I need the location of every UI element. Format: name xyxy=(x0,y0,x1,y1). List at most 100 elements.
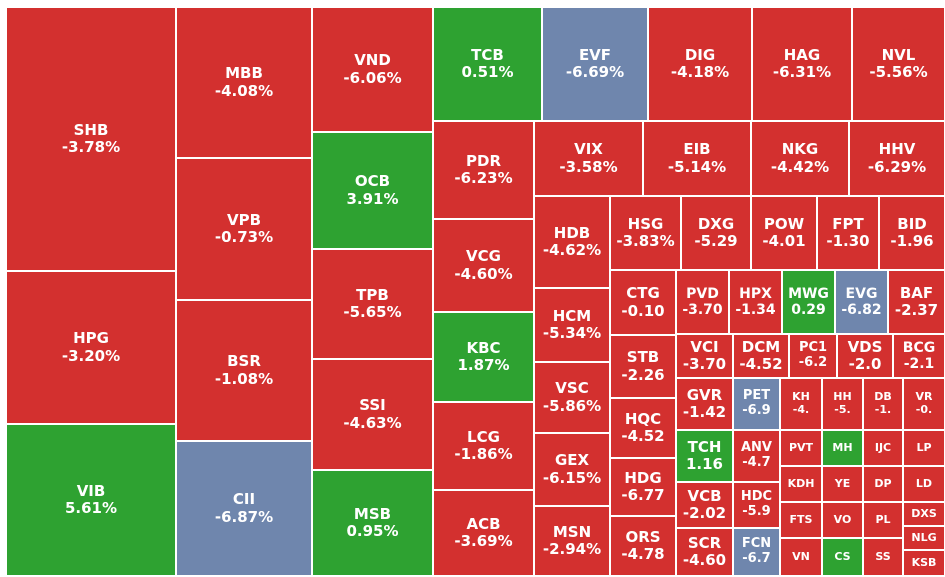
tile-msn[interactable]: MSN -2.94% xyxy=(534,506,610,576)
tile-mh[interactable]: MH xyxy=(822,430,863,466)
tile-gvr[interactable]: GVR -1.42 xyxy=(676,378,733,430)
tile-vix[interactable]: VIX -3.58% xyxy=(534,121,643,196)
tile-change: -4.52 xyxy=(621,427,665,445)
tile-vsc[interactable]: VSC -5.86% xyxy=(534,362,610,433)
tile-ticker: MBB xyxy=(225,64,263,83)
tile-kh[interactable]: KH -4. xyxy=(780,378,822,430)
tile-tcb[interactable]: TCB 0.51% xyxy=(433,7,542,121)
tile-change: -6.7 xyxy=(742,551,771,566)
tile-dp[interactable]: DP xyxy=(863,466,903,502)
tile-ss[interactable]: SS xyxy=(863,538,903,576)
tile-hdg[interactable]: HDG -6.77 xyxy=(610,458,676,516)
tile-bid[interactable]: BID -1.96 xyxy=(879,196,945,270)
tile-ocb[interactable]: OCB 3.91% xyxy=(312,132,433,249)
tile-ticker: VSC xyxy=(555,379,589,398)
tile-fts[interactable]: FTS xyxy=(780,502,822,538)
tile-pow[interactable]: POW -4.01 xyxy=(751,196,817,270)
tile-cii[interactable]: CII -6.87% xyxy=(176,441,312,576)
tile-ksb[interactable]: KSB xyxy=(903,550,945,576)
tile-hdc[interactable]: HDC -5.9 xyxy=(733,482,780,528)
tile-db[interactable]: DB -1. xyxy=(863,378,903,430)
tile-vn[interactable]: VN xyxy=(780,538,822,576)
tile-pvt[interactable]: PVT xyxy=(780,430,822,466)
tile-vds[interactable]: VDS -2.0 xyxy=(837,334,893,378)
tile-ld[interactable]: LD xyxy=(903,466,945,502)
tile-kbc[interactable]: KBC 1.87% xyxy=(433,312,534,402)
tile-hag[interactable]: HAG -6.31% xyxy=(752,7,852,121)
tile-change: -4. xyxy=(792,403,810,416)
tile-lcg[interactable]: LCG -1.86% xyxy=(433,402,534,490)
tile-cs[interactable]: CS xyxy=(822,538,863,576)
tile-dig[interactable]: DIG -4.18% xyxy=(648,7,752,121)
tile-pl[interactable]: PL xyxy=(863,502,903,538)
tile-evg[interactable]: EVG -6.82 xyxy=(835,270,888,334)
tile-ors[interactable]: ORS -4.78 xyxy=(610,516,676,576)
tile-msb[interactable]: MSB 0.95% xyxy=(312,470,433,576)
tile-dcm[interactable]: DCM -4.52 xyxy=(733,334,789,378)
tile-change: -0.10 xyxy=(621,301,665,320)
tile-anv[interactable]: ANV -4.7 xyxy=(733,430,780,482)
tile-pdr[interactable]: PDR -6.23% xyxy=(433,121,534,219)
tile-vcg[interactable]: VCG -4.60% xyxy=(433,219,534,312)
tile-hpg[interactable]: HPG -3.20% xyxy=(6,271,176,424)
tile-ticker: VIB xyxy=(76,481,106,500)
tile-vpb[interactable]: VPB -0.73% xyxy=(176,158,312,300)
tile-ticker: BCG xyxy=(902,339,936,356)
tile-vcb[interactable]: VCB -2.02 xyxy=(676,482,733,528)
tile-hqc[interactable]: HQC -4.52 xyxy=(610,398,676,458)
tile-ticker: DXG xyxy=(697,214,735,233)
tile-hpx[interactable]: HPX -1.34 xyxy=(729,270,782,334)
tile-hh[interactable]: HH -5. xyxy=(822,378,863,430)
tile-vnd[interactable]: VND -6.06% xyxy=(312,7,433,132)
tile-ijc[interactable]: IJC xyxy=(863,430,903,466)
tile-vci[interactable]: VCI -3.70 xyxy=(676,334,733,378)
tile-dxg[interactable]: DXG -5.29 xyxy=(681,196,751,270)
tile-hcm[interactable]: HCM -5.34% xyxy=(534,288,610,362)
tile-tpb[interactable]: TPB -5.65% xyxy=(312,249,433,359)
tile-change: 3.91% xyxy=(346,189,399,208)
tile-vib[interactable]: VIB 5.61% xyxy=(6,424,176,576)
tile-bcg[interactable]: BCG -2.1 xyxy=(893,334,945,378)
tile-bsr[interactable]: BSR -1.08% xyxy=(176,300,312,441)
tile-nlg[interactable]: NLG xyxy=(903,526,945,550)
tile-hhv[interactable]: HHV -6.29% xyxy=(849,121,945,196)
tile-fpt[interactable]: FPT -1.30 xyxy=(817,196,879,270)
tile-acb[interactable]: ACB -3.69% xyxy=(433,490,534,576)
tile-fcn[interactable]: FCN -6.7 xyxy=(733,528,780,576)
tile-nkg[interactable]: NKG -4.42% xyxy=(751,121,849,196)
tile-evf[interactable]: EVF -6.69% xyxy=(542,7,648,121)
tile-stb[interactable]: STB -2.26 xyxy=(610,335,676,398)
tile-ticker: NLG xyxy=(911,530,937,544)
tile-ye[interactable]: YE xyxy=(822,466,863,502)
tile-pet[interactable]: PET -6.9 xyxy=(733,378,780,430)
tile-ctg[interactable]: CTG -0.10 xyxy=(610,270,676,335)
tile-vo[interactable]: VO xyxy=(822,502,863,538)
tile-mbb[interactable]: MBB -4.08% xyxy=(176,7,312,158)
tile-gex[interactable]: GEX -6.15% xyxy=(534,433,610,506)
tile-pc1[interactable]: PC1 -6.2 xyxy=(789,334,837,378)
tile-change: -1. xyxy=(874,403,892,416)
tile-vr[interactable]: VR -0. xyxy=(903,378,945,430)
tile-ticker: FCN xyxy=(741,536,772,552)
tile-pvd[interactable]: PVD -3.70 xyxy=(676,270,729,334)
tile-change: -3.70 xyxy=(682,302,723,318)
tile-change: -1.42 xyxy=(682,403,727,421)
tile-scr[interactable]: SCR -4.60 xyxy=(676,528,733,576)
tile-hsg[interactable]: HSG -3.83% xyxy=(610,196,681,270)
tile-ticker: EVF xyxy=(578,45,612,64)
tile-eib[interactable]: EIB -5.14% xyxy=(643,121,751,196)
tile-shb[interactable]: SHB -3.78% xyxy=(6,7,176,271)
tile-ticker: EIB xyxy=(683,140,711,159)
tile-hdb[interactable]: HDB -4.62% xyxy=(534,196,610,288)
tile-baf[interactable]: BAF -2.37 xyxy=(888,270,945,334)
tile-dxs[interactable]: DXS xyxy=(903,502,945,526)
tile-ticker: POW xyxy=(763,214,805,233)
tile-tch[interactable]: TCH 1.16 xyxy=(676,430,733,482)
tile-nvl[interactable]: NVL -5.56% xyxy=(852,7,945,121)
tile-change: -6.87% xyxy=(214,507,274,526)
tile-change: -5.29 xyxy=(694,232,738,250)
tile-ssi[interactable]: SSI -4.63% xyxy=(312,359,433,470)
tile-lp[interactable]: LP xyxy=(903,430,945,466)
tile-kdh[interactable]: KDH xyxy=(780,466,822,502)
tile-mwg[interactable]: MWG 0.29 xyxy=(782,270,835,334)
